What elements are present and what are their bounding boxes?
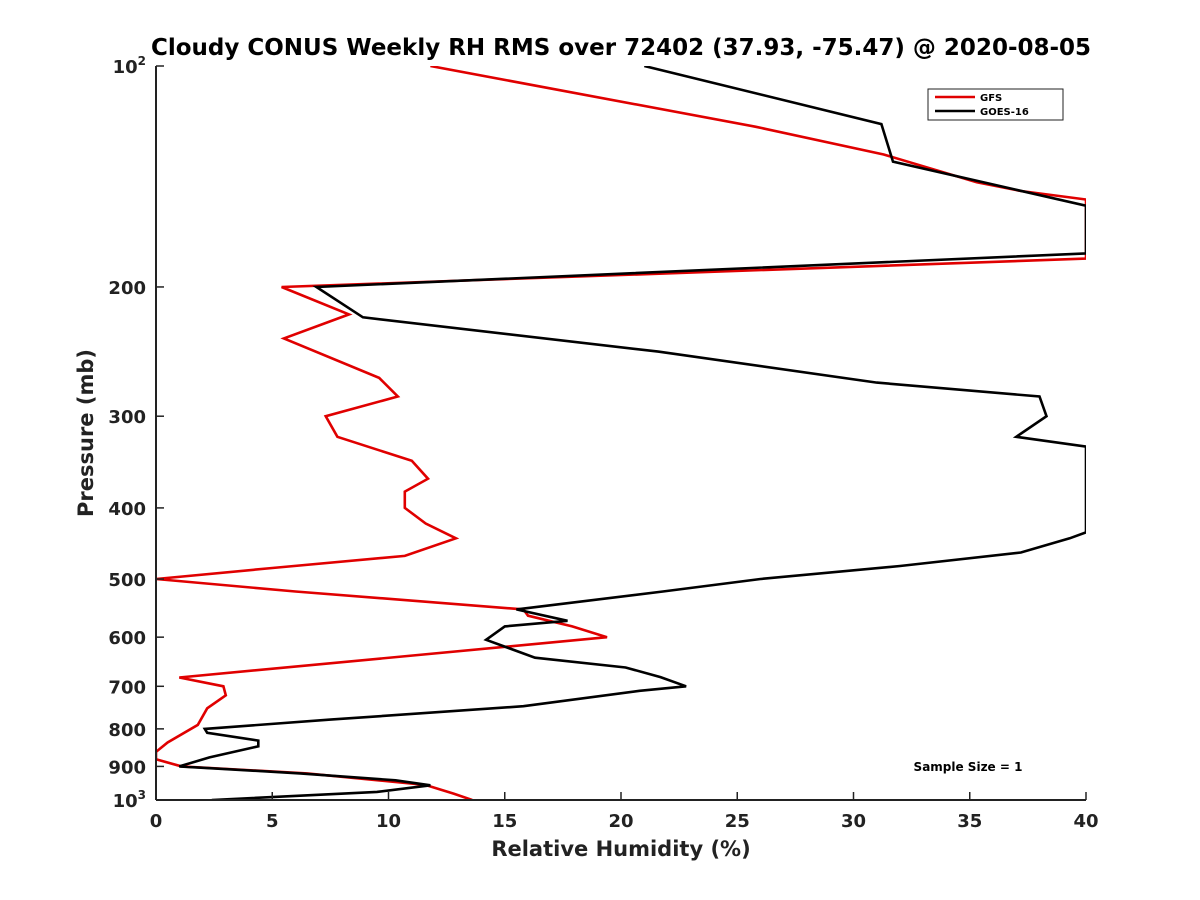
x-tick-label: 40: [1073, 811, 1098, 832]
y-tick-label: 600: [108, 628, 146, 649]
y-tick-label: 200: [108, 278, 146, 299]
y-tick-label: 300: [108, 407, 146, 428]
x-tick-label: 35: [957, 811, 982, 832]
y-tick-label: 500: [108, 570, 146, 591]
y-tick-label: 900: [108, 757, 146, 778]
x-tick-label: 30: [841, 811, 866, 832]
x-tick-label: 20: [608, 811, 633, 832]
y-axis-label: Pressure (mb): [74, 349, 98, 517]
x-tick-label: 0: [150, 811, 163, 832]
legend-box: [927, 88, 1064, 121]
y-tick-label: 400: [108, 499, 146, 520]
y-tick-label: 102: [113, 54, 146, 78]
y-tick-label: 800: [108, 720, 146, 741]
x-tick-label: 15: [492, 811, 517, 832]
x-ticks: 0 5 10 15 20 25 30 35 40: [150, 792, 1099, 832]
y-tick-label: 103: [113, 788, 146, 812]
chart-title: Cloudy CONUS Weekly RH RMS over 72402 (3…: [151, 35, 1091, 61]
legend-label-goes-16: GOES-16: [980, 107, 1029, 118]
x-axis-label: Relative Humidity (%): [491, 837, 750, 861]
y-ticks: 102 200 300 400 500 600 700 800 900 103: [108, 54, 164, 812]
x-tick-label: 5: [266, 811, 279, 832]
series-layer: [156, 66, 1086, 800]
series-line-goes-16: [178, 66, 1086, 800]
x-tick-label: 25: [725, 811, 750, 832]
legend-label-gfs: GFS: [980, 93, 1002, 104]
y-tick-label: 700: [108, 677, 146, 698]
x-tick-label: 10: [376, 811, 401, 832]
legend: GFS GOES-16: [927, 88, 1064, 121]
sample-size-annotation: Sample Size = 1: [914, 760, 1023, 774]
